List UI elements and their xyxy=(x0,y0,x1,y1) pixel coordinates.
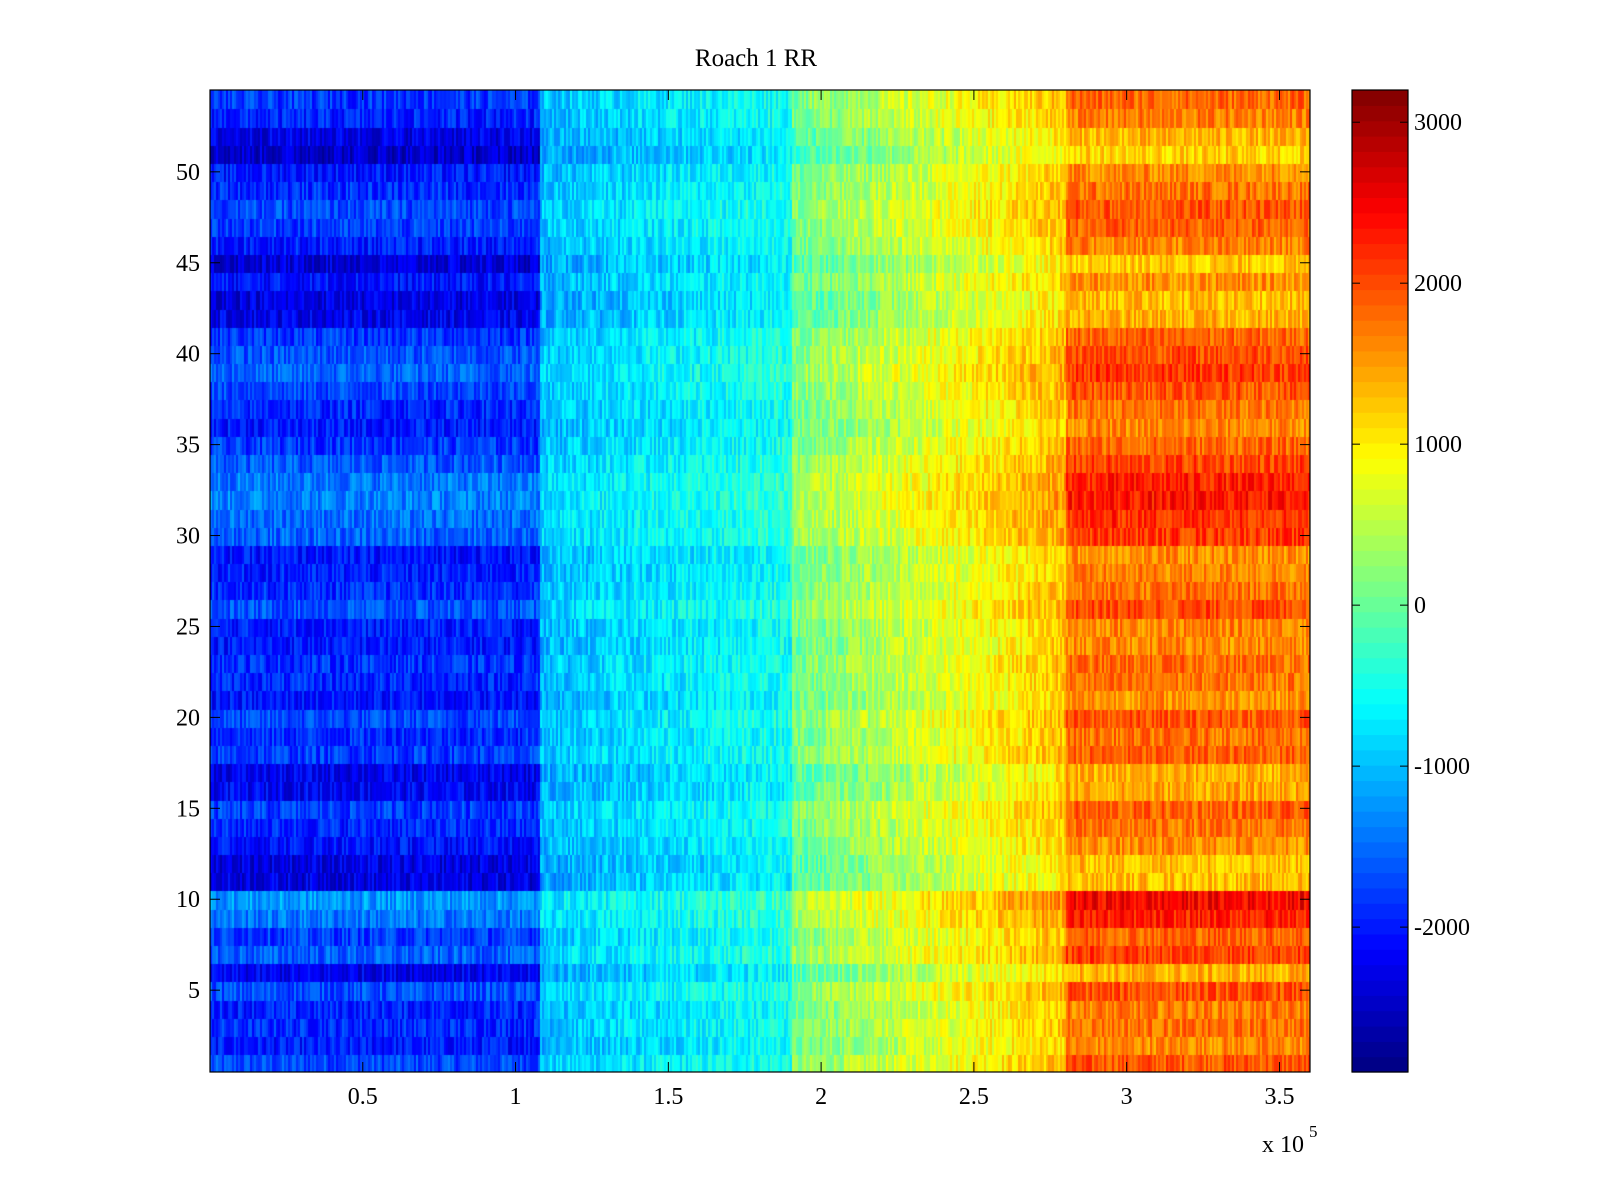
colorbar-segment xyxy=(1352,596,1408,613)
colorbar-segment xyxy=(1352,949,1408,966)
colorbar-segment xyxy=(1352,826,1408,843)
plot-area xyxy=(209,89,1311,1073)
colorbar-segment xyxy=(1352,335,1408,352)
colorbar-segment xyxy=(1352,258,1408,275)
colorbar-segment xyxy=(1352,933,1408,950)
colorbar-segment xyxy=(1352,212,1408,229)
x-tick-label: 3.5 xyxy=(1264,1084,1294,1110)
colorbar-segment xyxy=(1352,979,1408,996)
colorbar-segment xyxy=(1352,534,1408,551)
colorbar-segment xyxy=(1352,627,1408,643)
y-tick-label: 15 xyxy=(176,796,200,822)
y-tick-label: 40 xyxy=(176,342,200,368)
colorbar-segment xyxy=(1352,703,1408,720)
colorbar: -2000 -1000 0 1000 2000 3000 xyxy=(1351,89,1470,1073)
colorbar-segment xyxy=(1352,366,1408,383)
colorbar-segment xyxy=(1352,228,1408,245)
y-axis: 5 10 15 20 25 30 35 40 45 50 xyxy=(176,160,1310,1004)
colorbar-segment xyxy=(1352,780,1408,797)
colorbar-segment xyxy=(1352,1010,1408,1027)
colorbar-segment xyxy=(1352,412,1408,429)
colorbar-segment xyxy=(1352,427,1408,444)
colorbar-segment xyxy=(1352,765,1408,782)
x-exponent-power: 5 xyxy=(1309,1122,1318,1141)
x-tick-label: 2 xyxy=(815,1084,827,1110)
colorbar-segment xyxy=(1352,197,1408,214)
colorbar-segment xyxy=(1352,872,1408,889)
colorbar-segment xyxy=(1352,918,1408,935)
colorbar-segment xyxy=(1352,396,1408,413)
colorbar-segment xyxy=(1352,688,1408,705)
y-tick-label: 30 xyxy=(176,524,200,550)
y-tick-label: 20 xyxy=(176,705,200,731)
colorbar-segment xyxy=(1352,719,1408,736)
colorbar-segment xyxy=(1352,151,1408,168)
x-exponent-label: x 10 xyxy=(1262,1132,1304,1158)
colorbar-segment xyxy=(1352,795,1408,812)
colorbar-segment xyxy=(1352,120,1408,137)
y-tick-label: 25 xyxy=(176,614,200,640)
colorbar-segment xyxy=(1352,550,1408,567)
colorbar-segment xyxy=(1352,995,1408,1012)
y-tick-label: 50 xyxy=(176,160,200,186)
colorbar-segment xyxy=(1352,504,1408,521)
colorbar-tick-label: -1000 xyxy=(1414,754,1470,780)
colorbar-segment xyxy=(1352,811,1408,828)
colorbar-segment xyxy=(1352,90,1408,106)
y-tick-label: 10 xyxy=(176,887,200,913)
colorbar-tick-label: 2000 xyxy=(1414,271,1462,297)
colorbar-segment xyxy=(1352,320,1408,337)
x-tick-label: 2.5 xyxy=(959,1084,989,1110)
colorbar-segment xyxy=(1352,749,1408,766)
colorbar-segment xyxy=(1352,105,1408,122)
colorbar-tick-label: 0 xyxy=(1414,593,1426,619)
colorbar-segment xyxy=(1352,642,1408,659)
colorbar-segment xyxy=(1352,734,1408,751)
colorbar-segment xyxy=(1352,519,1408,536)
x-tick-label: 1.5 xyxy=(653,1084,683,1110)
colorbar-segment xyxy=(1352,565,1408,582)
x-tick-label: 1 xyxy=(510,1084,522,1110)
colorbar-segment xyxy=(1352,673,1408,690)
x-tick-label: 0.5 xyxy=(348,1084,378,1110)
colorbar-segment xyxy=(1352,488,1408,505)
colorbar-segment xyxy=(1352,657,1408,674)
x-axis: 0.5 1 1.5 2 2.5 3 3.5 xyxy=(348,90,1294,1110)
colorbar-segment xyxy=(1352,903,1408,920)
y-tick-label: 5 xyxy=(188,978,200,1004)
colorbar-segment xyxy=(1352,243,1408,260)
colorbar-segment xyxy=(1352,887,1408,904)
colorbar-segment xyxy=(1352,289,1408,306)
y-tick-label: 45 xyxy=(176,251,200,277)
colorbar-segment xyxy=(1352,1025,1408,1042)
colorbar-tick-label: -2000 xyxy=(1414,915,1470,941)
plot-frame xyxy=(209,89,1311,1073)
x-exponent: x 10 5 xyxy=(1262,1122,1318,1158)
colorbar-segment xyxy=(1352,1056,1408,1073)
colorbar-segment xyxy=(1352,136,1408,152)
colorbar-segment xyxy=(1352,381,1408,398)
colorbar-segment xyxy=(1352,442,1408,459)
colorbar-segment xyxy=(1352,182,1408,199)
colorbar-tick-label: 3000 xyxy=(1414,110,1462,136)
colorbar-frame xyxy=(1351,89,1409,1073)
chart-title: Roach 1 RR xyxy=(695,45,818,72)
colorbar-segment xyxy=(1352,611,1408,628)
x-tick-label: 3 xyxy=(1121,1084,1133,1110)
colorbar-segment xyxy=(1352,473,1408,490)
colorbar-segment xyxy=(1352,581,1408,597)
colorbar-segment xyxy=(1352,350,1408,367)
colorbar-segment xyxy=(1352,964,1408,981)
colorbar-segment xyxy=(1352,841,1408,858)
colorbar-segment xyxy=(1352,1041,1408,1058)
heatmap-cells xyxy=(210,90,1310,1072)
colorbar-segment xyxy=(1352,857,1408,874)
colorbar-tick-label: 1000 xyxy=(1414,432,1462,458)
y-tick-label: 35 xyxy=(176,433,200,459)
colorbar-segment xyxy=(1352,304,1408,321)
colorbar-segment xyxy=(1352,166,1408,183)
colorbar-segment xyxy=(1352,274,1408,291)
colorbar-segment xyxy=(1352,458,1408,475)
